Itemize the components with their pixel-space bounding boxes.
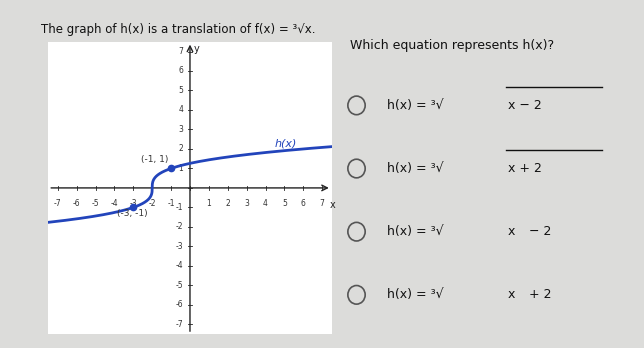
Text: h(x): h(x): [275, 139, 298, 149]
Text: x + 2: x + 2: [508, 162, 542, 175]
Text: 4: 4: [178, 105, 184, 114]
Text: 2: 2: [178, 144, 184, 153]
Text: 1: 1: [178, 164, 184, 173]
Text: y: y: [194, 44, 200, 54]
Text: -1: -1: [176, 203, 184, 212]
Text: -6: -6: [73, 199, 80, 208]
Text: 4: 4: [263, 199, 268, 208]
Text: h(x) = ³√: h(x) = ³√: [388, 225, 444, 238]
Text: -3: -3: [129, 199, 137, 208]
Text: 1: 1: [207, 199, 211, 208]
Text: 6: 6: [301, 199, 306, 208]
Text: 7: 7: [320, 199, 325, 208]
Text: 3: 3: [244, 199, 249, 208]
Text: -3: -3: [176, 242, 184, 251]
Text: -5: -5: [91, 199, 99, 208]
Text: 5: 5: [282, 199, 287, 208]
Text: -5: -5: [176, 281, 184, 290]
Text: -2: -2: [149, 199, 156, 208]
Text: -2: -2: [176, 222, 184, 231]
Text: The graph of h(x) is a translation of f(x) = ³√x.: The graph of h(x) is a translation of f(…: [41, 23, 316, 36]
Text: -4: -4: [111, 199, 118, 208]
Text: (-1, 1): (-1, 1): [141, 155, 168, 164]
Text: (-3, -1): (-3, -1): [117, 209, 147, 218]
Text: h(x) = ³√: h(x) = ³√: [388, 99, 444, 112]
Text: h(x) = ³√: h(x) = ³√: [388, 288, 444, 301]
Text: h(x) = ³√: h(x) = ³√: [388, 162, 444, 175]
Text: 5: 5: [178, 86, 184, 95]
Text: − 2: − 2: [525, 225, 551, 238]
Text: 2: 2: [225, 199, 230, 208]
Text: -4: -4: [176, 261, 184, 270]
Text: + 2: + 2: [525, 288, 551, 301]
Text: Which equation represents h(x)?: Which equation represents h(x)?: [350, 39, 554, 52]
Text: x: x: [508, 288, 515, 301]
Text: x − 2: x − 2: [508, 99, 542, 112]
Text: -7: -7: [54, 199, 62, 208]
Text: 7: 7: [178, 47, 184, 56]
Text: x: x: [508, 225, 515, 238]
Text: 3: 3: [178, 125, 184, 134]
Text: x: x: [330, 200, 336, 209]
Text: -6: -6: [176, 300, 184, 309]
Text: 6: 6: [178, 66, 184, 76]
Text: -7: -7: [176, 320, 184, 329]
Text: -1: -1: [167, 199, 175, 208]
